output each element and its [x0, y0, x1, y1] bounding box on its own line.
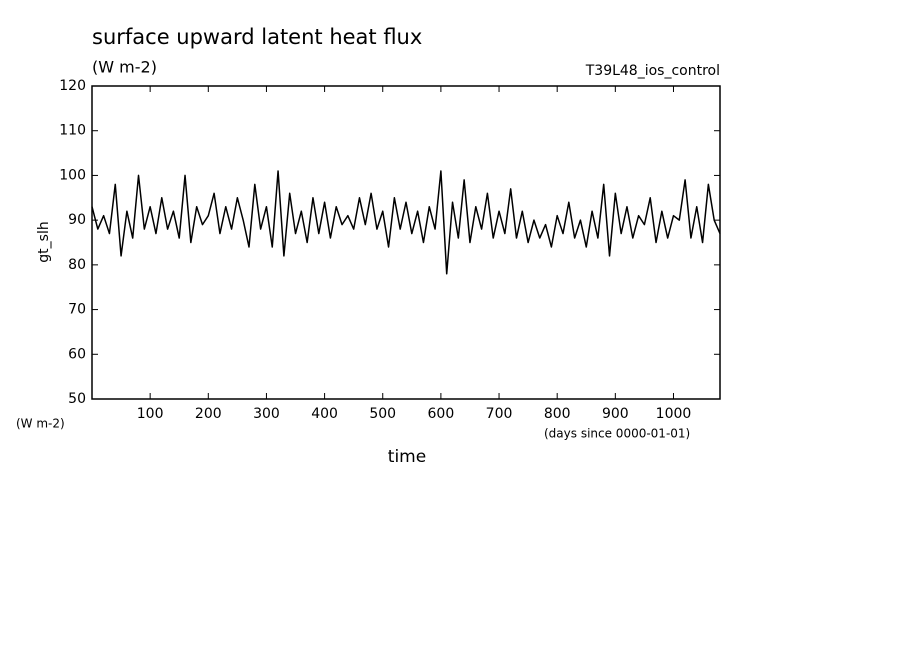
experiment-label: T39L48_ios_control: [585, 63, 720, 79]
y-tick-label: 120: [59, 78, 86, 94]
x-tick-label: 400: [311, 406, 338, 422]
x-tick-label: 300: [253, 406, 280, 422]
y-tick-label: 110: [59, 123, 86, 139]
y-tick-label: 90: [68, 212, 86, 228]
x-tick-label: 100: [137, 406, 164, 422]
y-tick-label: 80: [68, 257, 86, 273]
y-tick-label: 70: [68, 302, 86, 318]
y-tick-label: 60: [68, 346, 86, 362]
subtitle: (W m-2): [92, 58, 157, 77]
x-tick-label: 900: [602, 406, 629, 422]
x-tick-label: 200: [195, 406, 222, 422]
y-axis-label: gt_slh: [36, 221, 52, 262]
x-tick-label: 700: [486, 406, 513, 422]
y-units: (W m-2): [16, 417, 65, 431]
x-tick-label: 500: [369, 406, 396, 422]
plot-frame: [91, 85, 721, 400]
y-tick-label: 100: [59, 167, 86, 183]
x-tick-label: 600: [428, 406, 455, 422]
x-axis-label: time: [388, 447, 426, 467]
data-line: [91, 170, 721, 275]
y-tick-label: 50: [68, 391, 86, 407]
x-units: (days since 0000-01-01): [544, 427, 690, 441]
chart-title: surface upward latent heat flux: [92, 25, 422, 49]
x-tick-label: 800: [544, 406, 571, 422]
x-tick-label: 1000: [656, 406, 692, 422]
